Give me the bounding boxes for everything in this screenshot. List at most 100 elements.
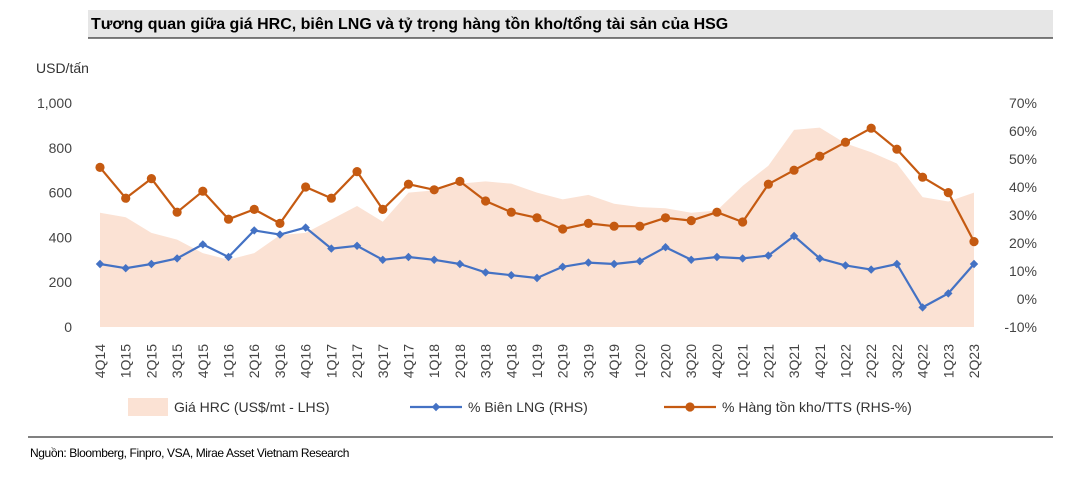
gross-margin-point-1Q16 (224, 252, 233, 262)
inventory-ratio-point-1Q18 (429, 185, 439, 195)
gross-margin-point-4Q22 (918, 303, 927, 312)
left-tick-label: 600 (49, 185, 73, 201)
gross-margin-point-2Q16 (250, 226, 259, 235)
x-tick-label-1Q18: 1Q18 (426, 344, 442, 378)
x-tick-label-2Q23: 2Q23 (966, 344, 982, 378)
gross-margin-point-1Q22 (841, 261, 850, 270)
x-tick-label-1Q20: 1Q20 (632, 344, 648, 378)
right-tick-label: 50% (1009, 151, 1037, 167)
x-tick-label-3Q18: 3Q18 (478, 344, 494, 378)
inventory-ratio-point-3Q18 (480, 196, 491, 206)
inventory-ratio-point-2Q22 (866, 123, 876, 133)
gross-margin-point-2Q23 (969, 259, 979, 269)
inventory-ratio-point-4Q22 (917, 172, 928, 182)
gross-margin-point-2Q21 (764, 251, 773, 260)
gross-margin-point-4Q17 (404, 252, 413, 262)
x-tick-label-4Q20: 4Q20 (709, 344, 725, 378)
gross-margin-point-3Q15 (172, 254, 182, 263)
inventory-ratio-point-3Q22 (892, 144, 902, 154)
gross-margin-point-1Q17 (327, 244, 336, 253)
gross-margin-point-1Q21 (738, 254, 747, 263)
x-tick-label-3Q20: 3Q20 (683, 344, 699, 378)
inventory-ratio-point-4Q21 (815, 151, 825, 161)
x-tick-label-3Q19: 3Q19 (580, 344, 596, 378)
inventory-ratio-point-1Q19 (532, 213, 542, 223)
x-tick-label-1Q17: 1Q17 (323, 344, 339, 378)
legend-marker-inventory (685, 402, 695, 412)
inventory-ratio-point-1Q15 (121, 193, 131, 203)
legend-label-hrc: Giá HRC (US$/mt - LHS) (174, 399, 330, 415)
legend-marker-margin (431, 402, 441, 412)
inventory-ratio-point-3Q15 (172, 207, 182, 217)
gross-margin-point-3Q21 (789, 231, 799, 241)
x-tick-label-1Q15: 1Q15 (118, 344, 134, 378)
title-bar (88, 10, 1053, 38)
gross-margin-point-2Q20 (661, 243, 670, 252)
x-tick-label-2Q18: 2Q18 (452, 344, 468, 378)
gross-margin-point-4Q18 (507, 271, 516, 280)
inventory-ratio-point-1Q23 (943, 188, 953, 198)
x-tick-label-4Q19: 4Q19 (606, 344, 622, 378)
gross-margin-point-1Q19 (532, 273, 542, 283)
inventory-ratio-point-4Q16 (301, 182, 311, 192)
gross-margin-point-2Q22 (866, 265, 876, 274)
x-tick-label-4Q16: 4Q16 (298, 344, 314, 378)
x-tick-label-4Q14: 4Q14 (92, 344, 108, 378)
legend: Giá HRC (US$/mt - LHS) % Biên LNG (RHS) % … (128, 398, 912, 416)
inventory-ratio-point-1Q17 (326, 193, 336, 203)
hrc-price-area (100, 127, 974, 327)
x-tick-label-2Q15: 2Q15 (143, 344, 159, 378)
right-tick-label: 20% (1009, 235, 1037, 251)
x-tick-label-4Q17: 4Q17 (400, 344, 416, 378)
inventory-ratio-point-3Q16 (275, 218, 285, 228)
inventory-ratio-point-3Q21 (789, 165, 799, 175)
x-tick-label-4Q15: 4Q15 (195, 344, 211, 378)
inventory-ratio-point-1Q22 (840, 137, 851, 147)
gross-margin-point-1Q15 (121, 264, 130, 273)
gross-margin-point-2Q18 (455, 259, 465, 269)
x-axis: 4Q14 1Q15 2Q15 3Q15 4Q15 1Q16 2Q16 3Q16 4Q16 1Q17… (92, 344, 982, 378)
gross-margin-point-2Q17 (352, 241, 362, 250)
inventory-ratio-point-1Q21 (738, 217, 748, 227)
inventory-ratio-point-2Q23 (969, 237, 979, 247)
left-tick-label: 0 (64, 319, 72, 335)
x-tick-label-1Q19: 1Q19 (529, 344, 545, 378)
left-axis-unit: USD/tấn (36, 60, 89, 76)
gross-margin-point-3Q19 (584, 258, 593, 267)
inventory-ratio-point-4Q15 (198, 186, 208, 196)
right-tick-label: 60% (1009, 123, 1037, 139)
x-tick-label-3Q21: 3Q21 (786, 344, 802, 378)
x-tick-label-2Q21: 2Q21 (760, 344, 776, 378)
x-tick-label-3Q15: 3Q15 (169, 344, 185, 378)
right-tick-label: 0% (1017, 291, 1037, 307)
chart-title: Tương quan giữa giá HRC, biên LNG và tỷ … (91, 15, 728, 33)
gross-margin-point-1Q18 (429, 255, 439, 264)
x-tick-label-1Q21: 1Q21 (735, 344, 751, 378)
inventory-ratio-point-1Q16 (223, 214, 234, 224)
x-tick-label-2Q22: 2Q22 (863, 344, 879, 378)
gross-margin-point-1Q23 (944, 289, 953, 298)
inventory-ratio-point-4Q20 (712, 207, 722, 217)
x-tick-label-1Q16: 1Q16 (221, 344, 237, 378)
gross-margin-point-3Q17 (378, 255, 387, 264)
gross-margin-point-3Q16 (275, 230, 285, 239)
x-tick-label-4Q18: 4Q18 (503, 344, 519, 378)
x-tick-label-2Q16: 2Q16 (246, 344, 262, 378)
gross-margin-point-2Q19 (558, 262, 567, 271)
x-tick-label-3Q17: 3Q17 (375, 344, 391, 378)
plot-area (95, 123, 979, 327)
x-tick-label-4Q22: 4Q22 (915, 344, 931, 378)
gross-margin-point-3Q18 (481, 268, 490, 277)
x-tick-label-3Q22: 3Q22 (889, 344, 905, 378)
gross-margin-point-4Q16 (301, 223, 310, 232)
gross-margin-point-3Q22 (892, 259, 902, 269)
inventory-ratio-point-2Q16 (249, 204, 259, 214)
legend-label-margin: % Biên LNG (RHS) (468, 399, 588, 415)
inventory-ratio-point-4Q19 (609, 221, 619, 231)
gross-margin-point-4Q14 (95, 259, 105, 269)
right-tick-label: 70% (1009, 95, 1037, 111)
legend-label-inventory: % Hàng tồn kho/TTS (RHS-%) (722, 399, 912, 415)
inventory-ratio-point-4Q17 (403, 179, 414, 189)
inventory-ratio-point-1Q20 (635, 221, 645, 231)
source-note: Nguồn: Bloomberg, Finpro, VSA, Mirae Ass… (30, 446, 349, 460)
